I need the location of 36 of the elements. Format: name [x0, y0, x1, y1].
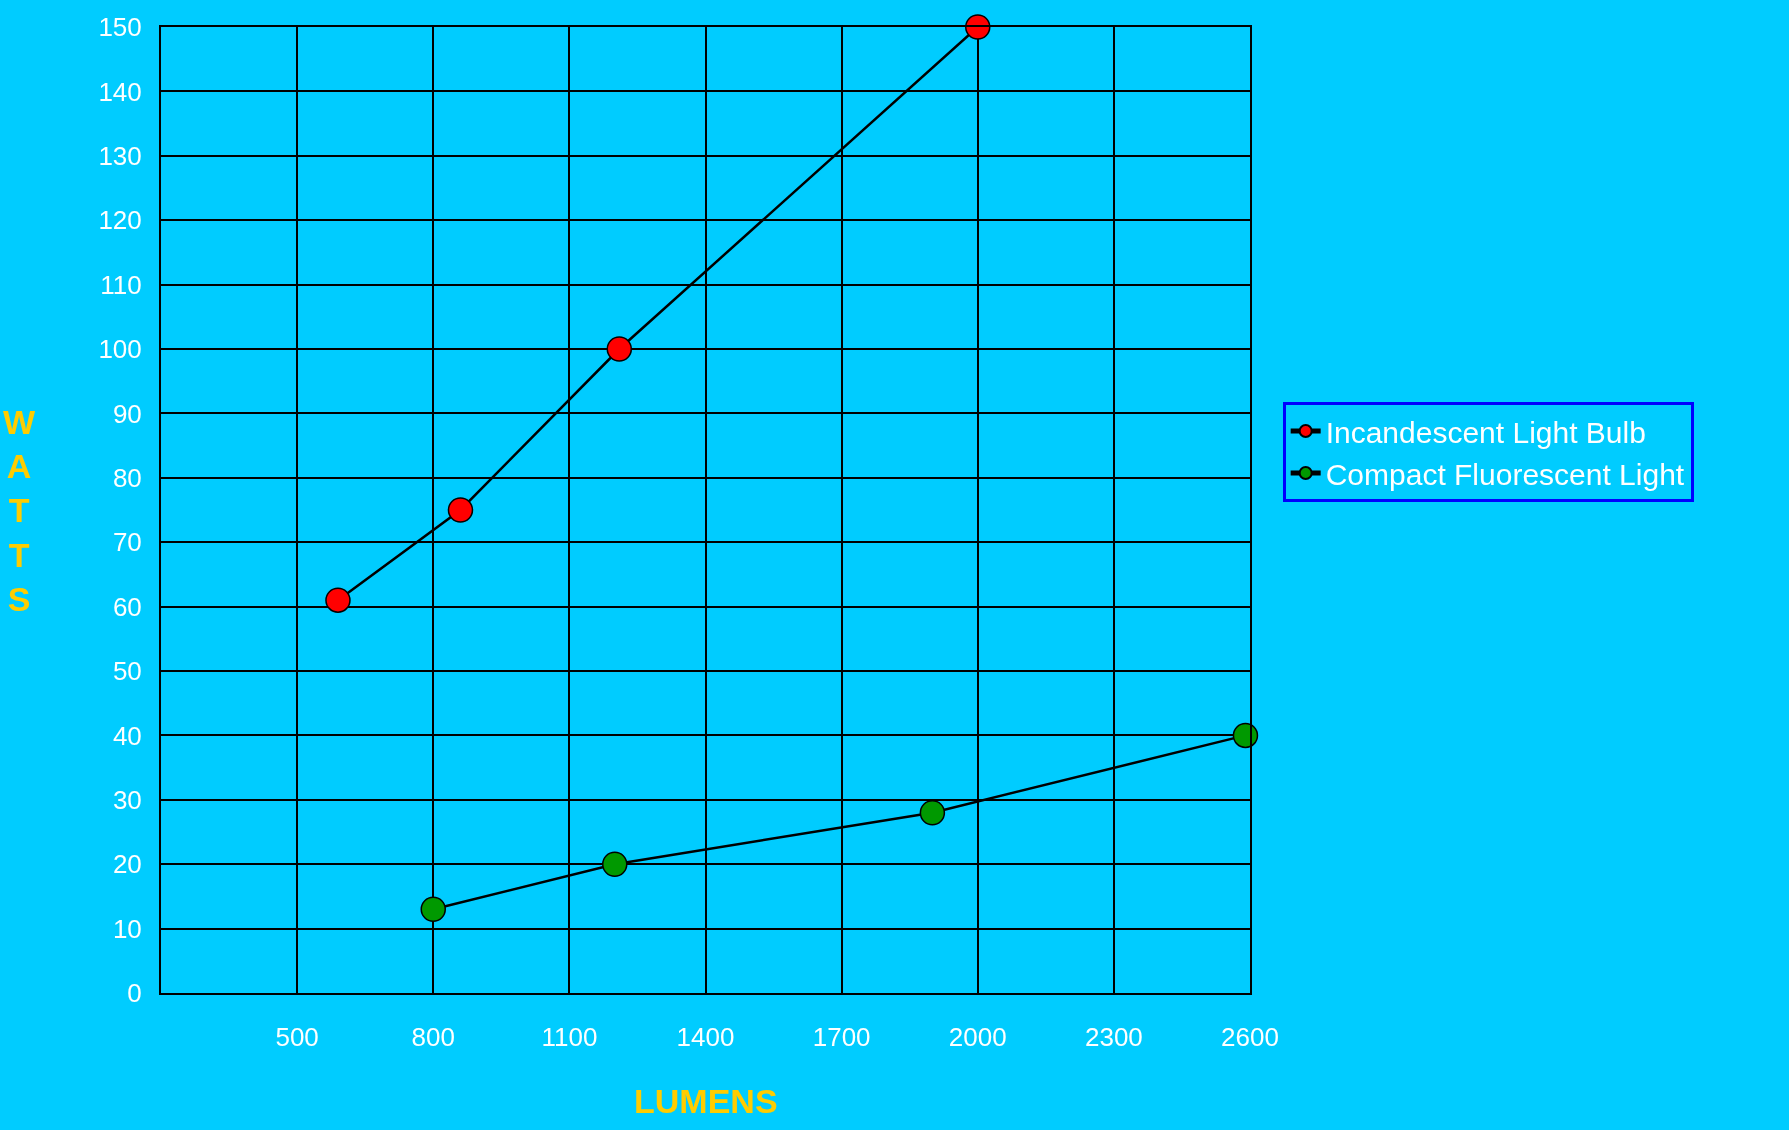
- point: [606, 336, 633, 362]
- y-tick-label: 60: [112, 591, 142, 622]
- y-tick-label: 30: [112, 784, 142, 815]
- y-tick-label: 100: [98, 334, 142, 365]
- y-tick-label: 140: [98, 76, 142, 107]
- y-tick-label: 120: [98, 205, 142, 236]
- point: [965, 14, 991, 40]
- y-tick-label: 90: [112, 398, 142, 429]
- legend-label: Incandescent Light Bulb: [1325, 415, 1646, 449]
- x-tick-label: 1700: [812, 1022, 871, 1053]
- x-tick-label: 2000: [948, 1022, 1007, 1053]
- y-tick-label: 70: [112, 527, 142, 558]
- y-tick-label: 130: [98, 140, 142, 171]
- x-tick-label: 1100: [541, 1022, 598, 1053]
- x-tick-label: 500: [275, 1022, 319, 1053]
- x-tick-label: 2300: [1084, 1022, 1143, 1053]
- x-tick-label: 2600: [1221, 1022, 1279, 1053]
- x-tick-label: 800: [411, 1022, 455, 1053]
- point: [1232, 722, 1259, 749]
- y-tick-label: 20: [112, 849, 142, 880]
- y-tick-label: 150: [98, 12, 142, 43]
- point: [447, 497, 474, 523]
- point: [919, 799, 946, 826]
- y-tick-label: 50: [112, 656, 142, 687]
- y-tick-label: 110: [100, 269, 142, 300]
- point: [420, 896, 446, 923]
- y-tick-label: 10: [112, 913, 142, 944]
- y-axis-title: WATTS: [3, 403, 36, 618]
- y-tick-label: 80: [112, 462, 142, 493]
- point: [602, 851, 628, 877]
- x-axis-title: LUMENS: [634, 1082, 778, 1120]
- y-tick-label: 0: [127, 978, 142, 1009]
- y-tick-label: 40: [112, 720, 142, 751]
- legend-label: Compact Fluorescent Light: [1325, 457, 1685, 491]
- point: [325, 587, 351, 613]
- x-tick-label: 1400: [676, 1022, 735, 1053]
